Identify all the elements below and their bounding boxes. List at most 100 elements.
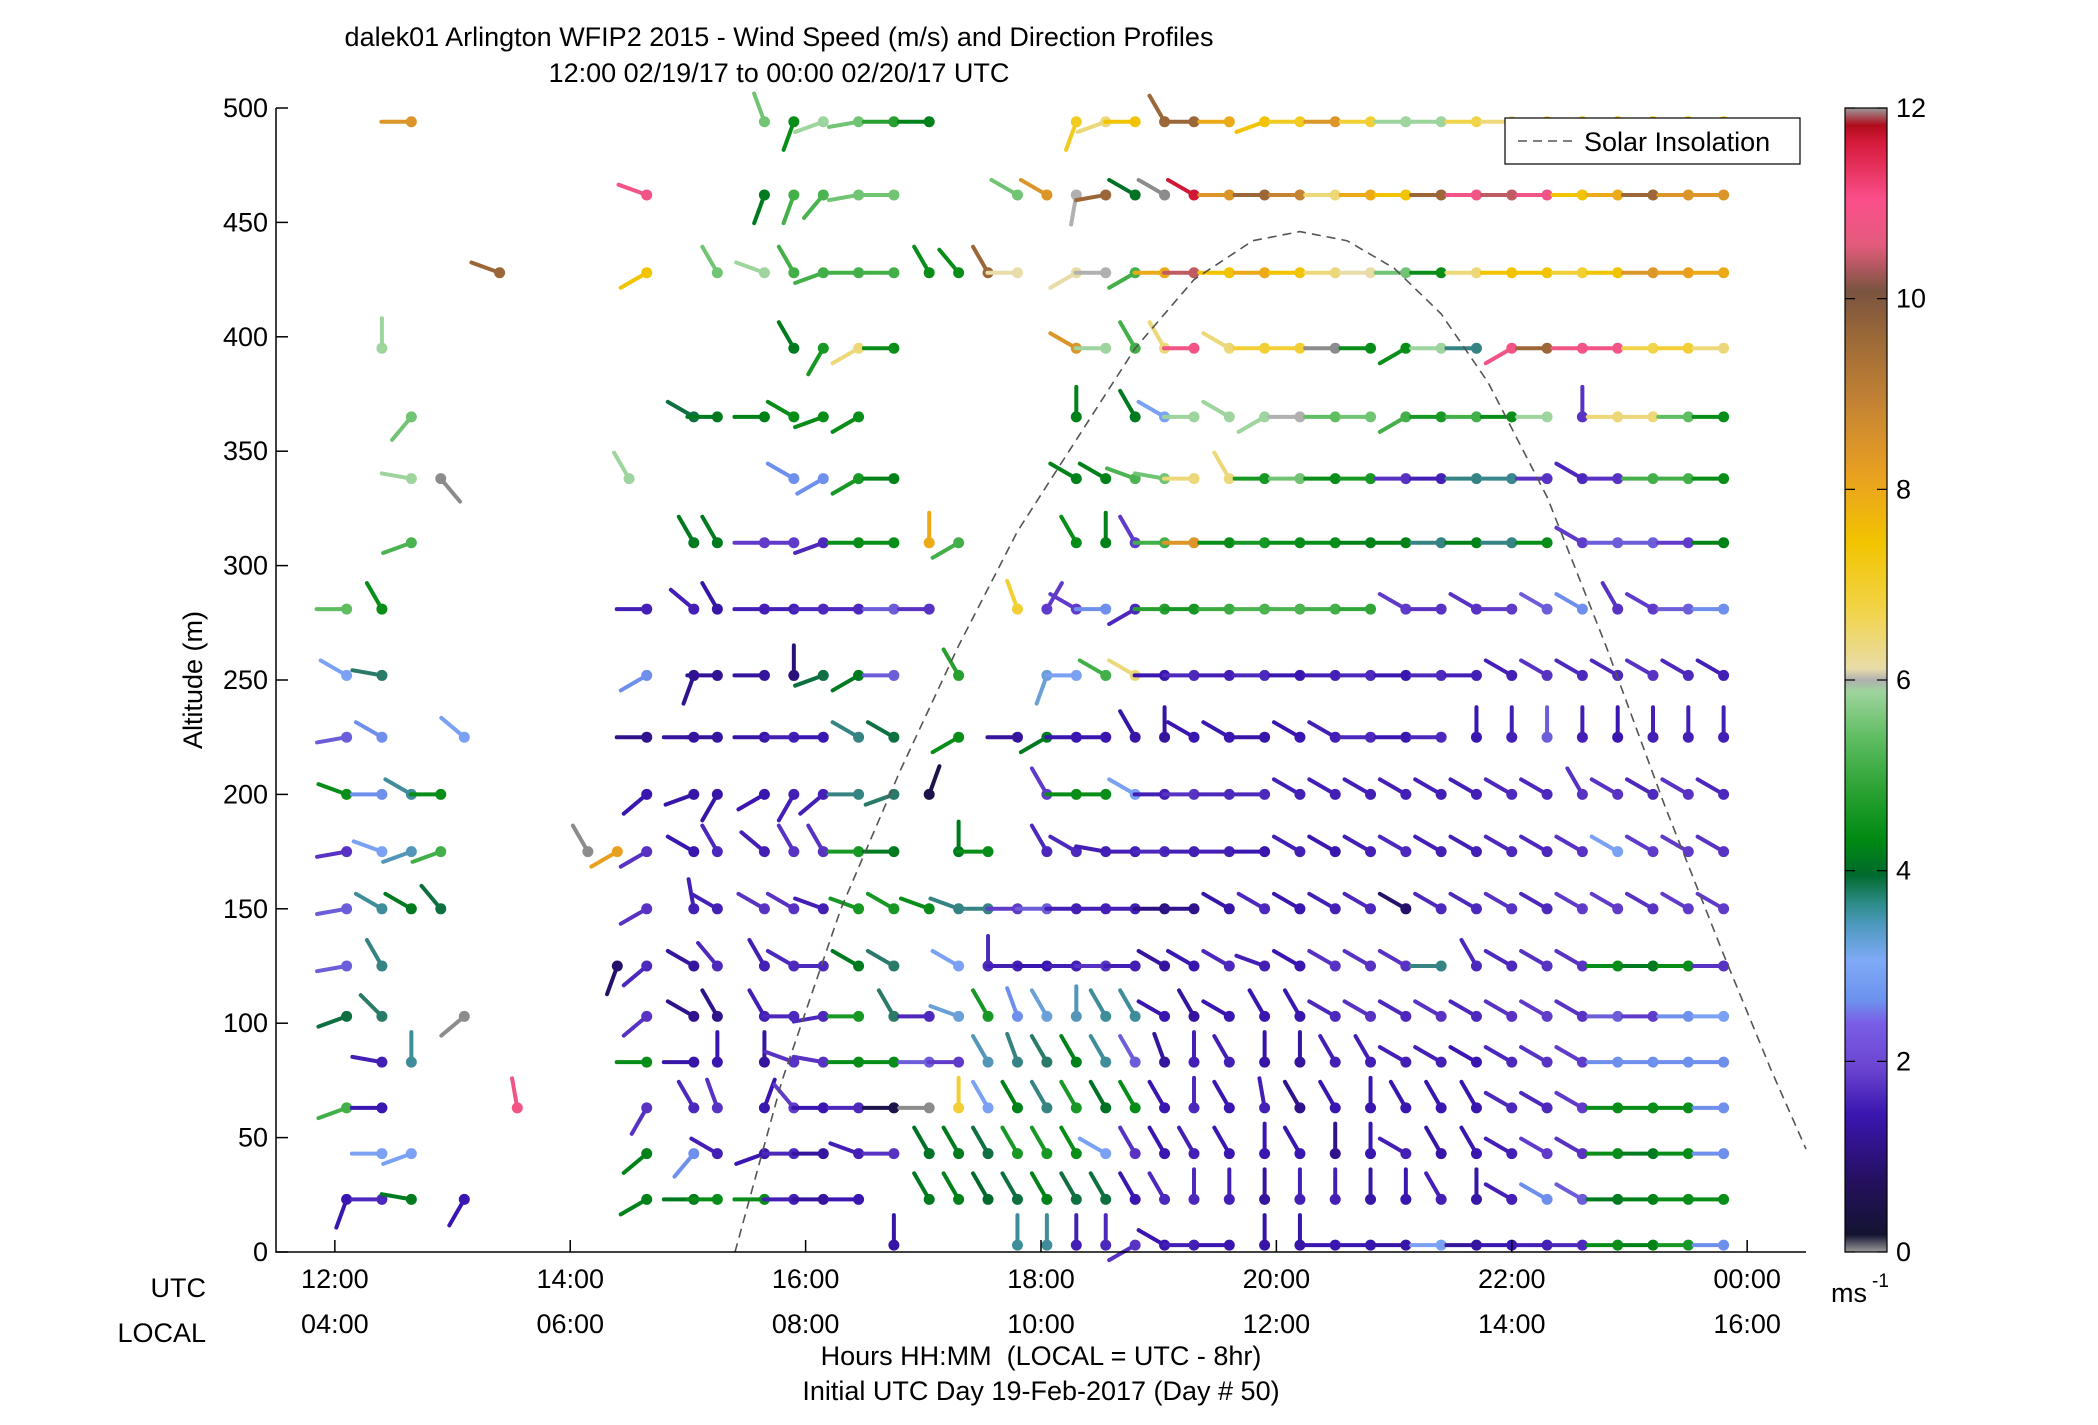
wind-barb — [439, 715, 470, 743]
wind-barb — [1338, 473, 1377, 485]
wind-barb — [1342, 999, 1377, 1022]
wind-barb — [1515, 189, 1553, 201]
wind-barb — [316, 782, 353, 800]
wind-barb — [1424, 1079, 1447, 1114]
wind-barb — [1377, 1136, 1412, 1160]
wind-barb — [1409, 342, 1447, 354]
wind-barb — [791, 731, 829, 743]
wind-barb — [1234, 116, 1271, 134]
wind-barb — [696, 941, 723, 972]
wind-barb — [1585, 1102, 1624, 1114]
wind-barb — [621, 1010, 653, 1038]
wind-barb — [1271, 891, 1306, 915]
wind-barb — [1660, 777, 1694, 800]
wind-barb — [1550, 342, 1588, 354]
wind-barb — [1483, 834, 1518, 858]
wind-barb — [1212, 1079, 1235, 1114]
wind-barb — [1600, 581, 1624, 615]
wind-barb — [665, 949, 700, 972]
wind-barb — [665, 834, 700, 858]
wind-barb — [1625, 777, 1659, 800]
wind-barb — [1197, 788, 1235, 800]
wind-barb — [897, 116, 935, 128]
wind-barb — [1656, 1239, 1694, 1251]
wind-barb — [435, 473, 463, 504]
wind-barb — [793, 537, 829, 555]
wind-barb — [1177, 988, 1200, 1022]
wind-barb — [381, 1148, 417, 1166]
wind-barb — [861, 189, 900, 201]
wind-barb — [1585, 1239, 1624, 1251]
wind-barb — [861, 603, 900, 615]
wind-barb — [736, 891, 770, 915]
wind-barb — [1691, 1148, 1730, 1160]
wind-barb — [1201, 891, 1235, 915]
wind-barb — [1197, 603, 1235, 615]
wind-barb — [1088, 1034, 1112, 1068]
wind-barb — [826, 788, 865, 800]
wind-barb — [1162, 267, 1200, 279]
wind-barb — [1267, 473, 1306, 485]
wind-barb — [700, 244, 723, 279]
wind-barb — [1519, 1045, 1553, 1068]
wind-barb — [1201, 949, 1235, 972]
legend: Solar Insolation — [1504, 117, 1801, 165]
wind-barb — [923, 510, 935, 549]
wind-barbs-layer — [314, 91, 1730, 1263]
wind-barb — [1018, 177, 1053, 201]
wind-barb — [1718, 705, 1730, 743]
wind-barb — [1373, 189, 1412, 201]
wind-barb — [1479, 267, 1518, 279]
wind-barb — [781, 116, 800, 152]
wind-barb — [1506, 705, 1518, 743]
wind-barb — [1621, 473, 1659, 485]
wind-barb — [349, 1102, 388, 1114]
wind-barb — [971, 1034, 994, 1068]
wind-barb — [861, 846, 900, 858]
wind-barb — [1088, 1171, 1112, 1205]
wind-barb — [379, 116, 417, 128]
wind-barb — [1118, 1034, 1141, 1068]
wind-barb — [897, 1010, 935, 1022]
wind-barb — [1303, 116, 1341, 128]
wind-barb — [899, 896, 935, 915]
wind-barb — [700, 823, 723, 858]
wind-barb — [1656, 1102, 1694, 1114]
wind-barb — [793, 669, 829, 688]
wind-barb — [1377, 999, 1412, 1022]
wind-barb — [1107, 177, 1141, 201]
wind-barb — [1691, 1010, 1730, 1022]
wind-barb — [1554, 461, 1588, 485]
wind-barb — [1625, 592, 1659, 615]
wind-barb — [1103, 116, 1141, 128]
wind-barb — [1554, 658, 1588, 681]
wind-barb — [888, 1213, 900, 1251]
wind-barb — [315, 846, 353, 859]
wind-barb — [1409, 267, 1447, 279]
wind-barb — [621, 960, 653, 988]
wind-barb — [1409, 537, 1447, 549]
wind-barb — [971, 1079, 994, 1114]
wind-barb — [1338, 1239, 1377, 1251]
wind-barb — [1073, 788, 1112, 800]
wind-barb — [1479, 473, 1518, 485]
wind-barb — [1070, 984, 1082, 1022]
wind-barb — [1329, 1167, 1341, 1205]
colorbar-tick-label: 2 — [1896, 1046, 1911, 1076]
wind-barb — [1267, 603, 1306, 615]
wind-barb — [791, 1054, 829, 1068]
wind-barb — [971, 1171, 994, 1205]
wind-barb — [1413, 891, 1447, 915]
wind-barb — [1519, 592, 1553, 615]
wind-barb — [1691, 1193, 1730, 1205]
wind-barb — [1589, 891, 1624, 915]
wind-barb — [971, 988, 994, 1022]
wind-barb — [1303, 1239, 1341, 1251]
wind-barb — [1479, 537, 1518, 549]
wind-barb — [861, 537, 900, 549]
wind-barb — [1029, 988, 1053, 1022]
wind-barb — [618, 903, 653, 926]
wind-barb — [795, 473, 829, 496]
wind-barb — [1259, 1167, 1271, 1205]
wind-barb — [700, 788, 723, 823]
